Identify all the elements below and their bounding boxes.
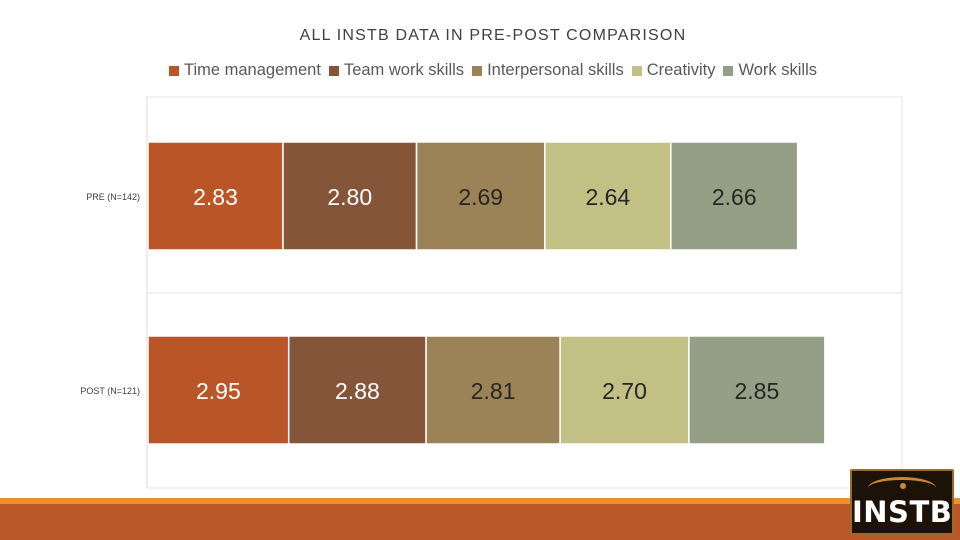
legend-label: Time management <box>184 61 321 79</box>
data-label: 2.81 <box>471 378 516 404</box>
footer-strip <box>0 498 960 540</box>
bar-segment <box>544 141 672 251</box>
category-label: POST (N=121) <box>80 386 140 396</box>
legend-label: Creativity <box>646 61 716 79</box>
logo-arc-icon <box>868 477 936 499</box>
data-label: 2.85 <box>735 378 780 404</box>
legend-swatch <box>328 65 339 76</box>
logo-dot-icon <box>900 483 906 489</box>
legend-swatch <box>169 65 179 76</box>
chart-legend: Time management Team work skills Interpe… <box>0 61 960 80</box>
footer-accent-line <box>0 498 960 504</box>
bar-segment <box>287 335 427 445</box>
data-label: 2.66 <box>712 184 757 210</box>
legend-swatch <box>631 65 642 76</box>
data-label: 2.64 <box>585 184 630 210</box>
legend-item-creativity: Creativity <box>631 61 716 80</box>
data-label: 2.80 <box>327 184 372 210</box>
legend-label: Work skills <box>738 61 817 79</box>
data-label: 2.83 <box>193 184 238 210</box>
legend-label: Interpersonal skills <box>487 61 624 79</box>
bar-segment <box>147 335 290 445</box>
category-label: PRE (N=142) <box>86 192 140 202</box>
data-label: 2.95 <box>196 378 241 404</box>
legend-swatch <box>723 65 734 76</box>
bar-segment <box>559 335 690 445</box>
legend-swatch <box>472 65 483 76</box>
legend-item-work-skills: Work skills <box>723 61 817 80</box>
legend-item-team-work-skills: Team work skills <box>328 61 465 80</box>
chart-title: ALL INSTB DATA IN PRE-POST COMPARISON <box>299 27 687 44</box>
bar-segment <box>670 141 799 251</box>
instb-logo: INSTB <box>850 469 954 535</box>
data-label: 2.70 <box>602 378 647 404</box>
legend-label: Team work skills <box>343 61 465 79</box>
legend-item-time-management: Time management <box>169 61 321 80</box>
data-label: 2.69 <box>458 184 503 210</box>
logo-text: INSTB <box>852 495 953 529</box>
bar-segment <box>688 335 826 445</box>
legend-item-interpersonal-skills: Interpersonal skills <box>472 61 624 80</box>
data-label: 2.88 <box>335 378 380 404</box>
